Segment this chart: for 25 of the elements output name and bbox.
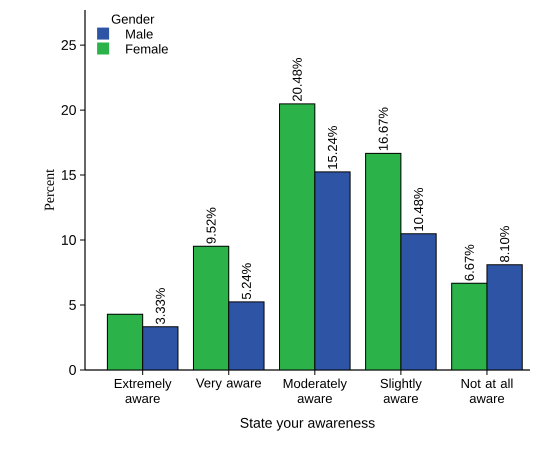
legend-label: Male — [126, 29, 153, 39]
data-label: 3.33% — [156, 288, 165, 324]
data-label: 10.48% — [414, 188, 424, 231]
y-tick-label: 20 — [62, 105, 76, 116]
y-tick-label: 5 — [69, 300, 76, 310]
data-label: 5.24% — [242, 263, 251, 300]
x-tick-label: Slightly aware — [380, 378, 422, 404]
y-tick-label: 25 — [62, 40, 76, 50]
legend-label: Female — [126, 44, 168, 54]
data-label: 15.24% — [328, 126, 338, 169]
legend-title: Gender — [112, 14, 154, 24]
y-tick-label: 15 — [62, 170, 76, 180]
x-tick-label: Extremely aware — [114, 378, 172, 404]
y-tick-label: 0 — [69, 365, 76, 375]
y-tick-label: 10 — [62, 235, 76, 245]
x-axis-title: State your awareness — [240, 418, 375, 431]
data-label: 20.48% — [292, 58, 302, 101]
x-tick-label: Very aware — [196, 378, 262, 390]
x-tick-label: Not at all aware — [462, 378, 512, 404]
x-tick-label: Moderately aware — [284, 378, 347, 404]
data-label: 9.52% — [206, 208, 216, 244]
data-label: 16.67% — [378, 108, 388, 150]
y-axis-title: Percent — [44, 169, 54, 211]
data-label: 8.10% — [500, 226, 510, 262]
data-label: 6.67% — [464, 244, 474, 280]
